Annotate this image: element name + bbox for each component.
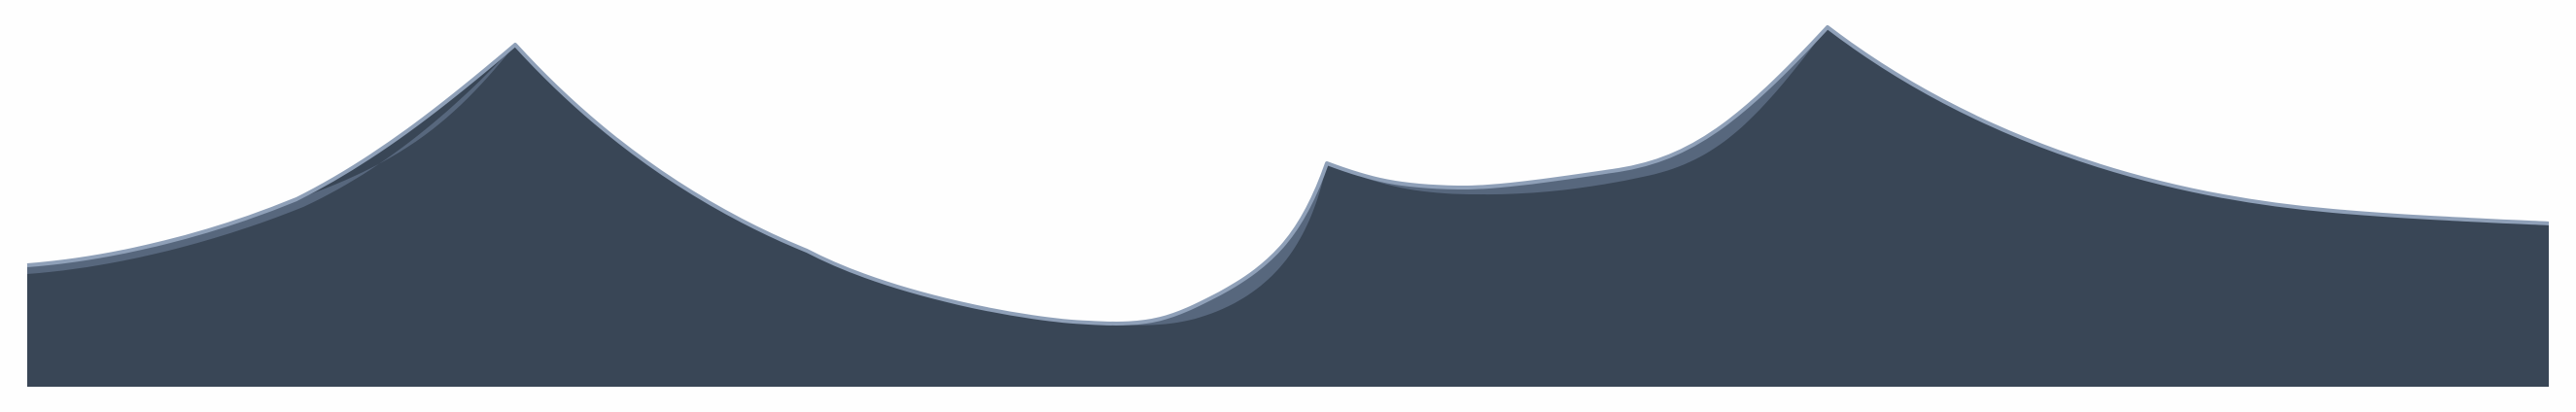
- wave-silhouette: [27, 27, 2549, 387]
- wave-edge-highlight: [26, 25, 2550, 326]
- wave-inner-ridge-right: [1327, 27, 1828, 195]
